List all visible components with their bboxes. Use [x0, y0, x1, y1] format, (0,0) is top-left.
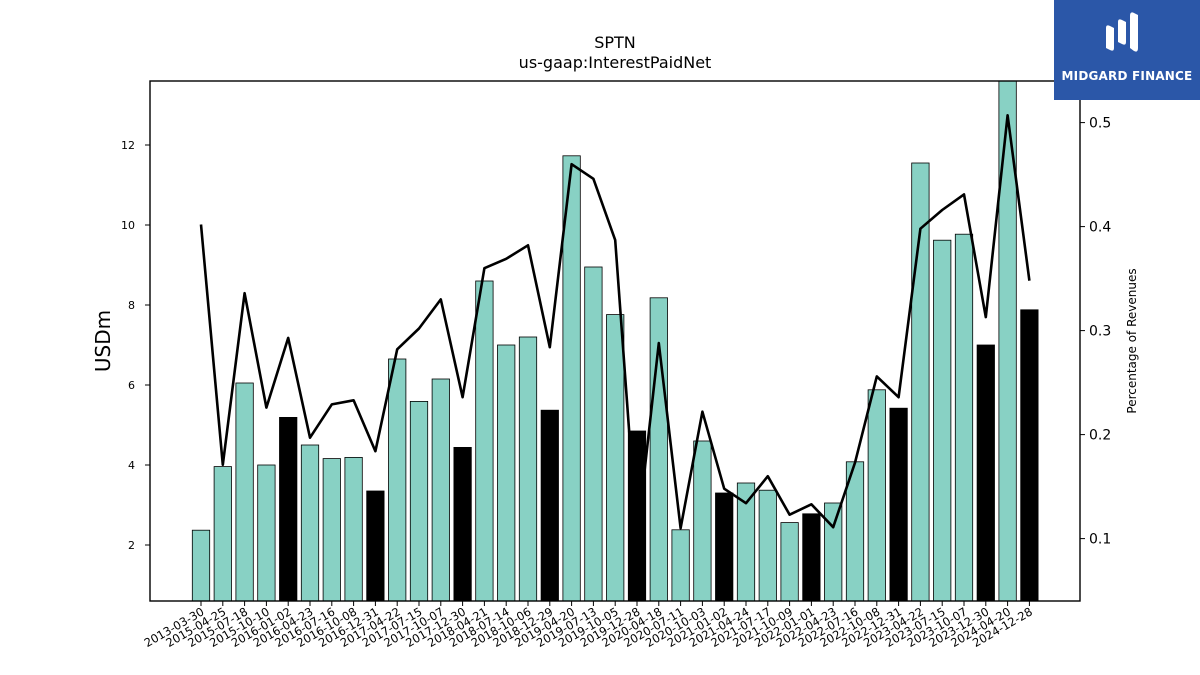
y2-tick-label: 0.5: [1089, 116, 1111, 132]
bar: [475, 280, 494, 602]
y-tick-label: 10: [121, 219, 135, 232]
bar: [235, 382, 254, 602]
bar: [366, 490, 385, 602]
midgard-logo-icon: [1106, 12, 1138, 52]
y2-tick-label: 0.2: [1089, 428, 1111, 444]
bar: [257, 464, 276, 602]
bar: [867, 389, 886, 602]
bar: [606, 314, 625, 602]
bar: [824, 502, 843, 602]
bar: [976, 344, 995, 602]
bar: [431, 378, 450, 602]
bars-group: [191, 80, 1039, 602]
y-axis-right: 0.1 0.2 0.3 0.4 0.5: [1080, 116, 1111, 548]
brand-logo: MIDGARD FINANCE: [1054, 0, 1200, 100]
chart-subtitle: us-gaap:InterestPaidNet: [519, 53, 712, 72]
bar: [933, 239, 952, 602]
bar: [453, 446, 472, 602]
bar: [954, 233, 974, 602]
bar: [802, 513, 821, 602]
y2-axis-label: Percentage of Revenues: [1125, 268, 1139, 413]
chart-title: SPTN: [594, 33, 636, 52]
bar: [388, 358, 407, 602]
y-tick-label: 8: [128, 299, 135, 312]
bar: [540, 409, 559, 602]
x-axis: 2013-03-302015-04-252015-07-182015-10-10…: [142, 601, 1035, 650]
y-tick-label: 4: [128, 459, 135, 472]
bar: [889, 407, 908, 602]
brand-name: MIDGARD FINANCE: [1061, 69, 1193, 83]
bar: [671, 529, 690, 602]
y-tick-label: 6: [128, 379, 135, 392]
bar: [518, 336, 538, 602]
bar: [279, 416, 298, 602]
y2-tick-label: 0.3: [1089, 324, 1111, 340]
y-axis-label: USDm: [91, 310, 115, 372]
bar: [344, 456, 363, 602]
bar: [758, 489, 777, 602]
bar: [780, 522, 799, 602]
y-tick-label: 2: [128, 539, 135, 552]
bar: [693, 440, 712, 602]
bar: [300, 444, 320, 602]
y-tick-label: 12: [121, 139, 135, 152]
revenue-ratio-line: [199, 114, 1031, 540]
y2-tick-label: 0.4: [1089, 220, 1111, 236]
bar: [715, 492, 734, 602]
y-axis-left: 2 4 6 8 10 12: [121, 139, 150, 552]
bar: [213, 466, 232, 602]
bar: [322, 458, 341, 602]
y2-tick-label: 0.1: [1089, 532, 1111, 548]
bar: [409, 400, 429, 602]
bar: [584, 266, 603, 602]
bar: [191, 529, 211, 602]
bar: [497, 344, 516, 602]
bar: [1020, 309, 1039, 602]
